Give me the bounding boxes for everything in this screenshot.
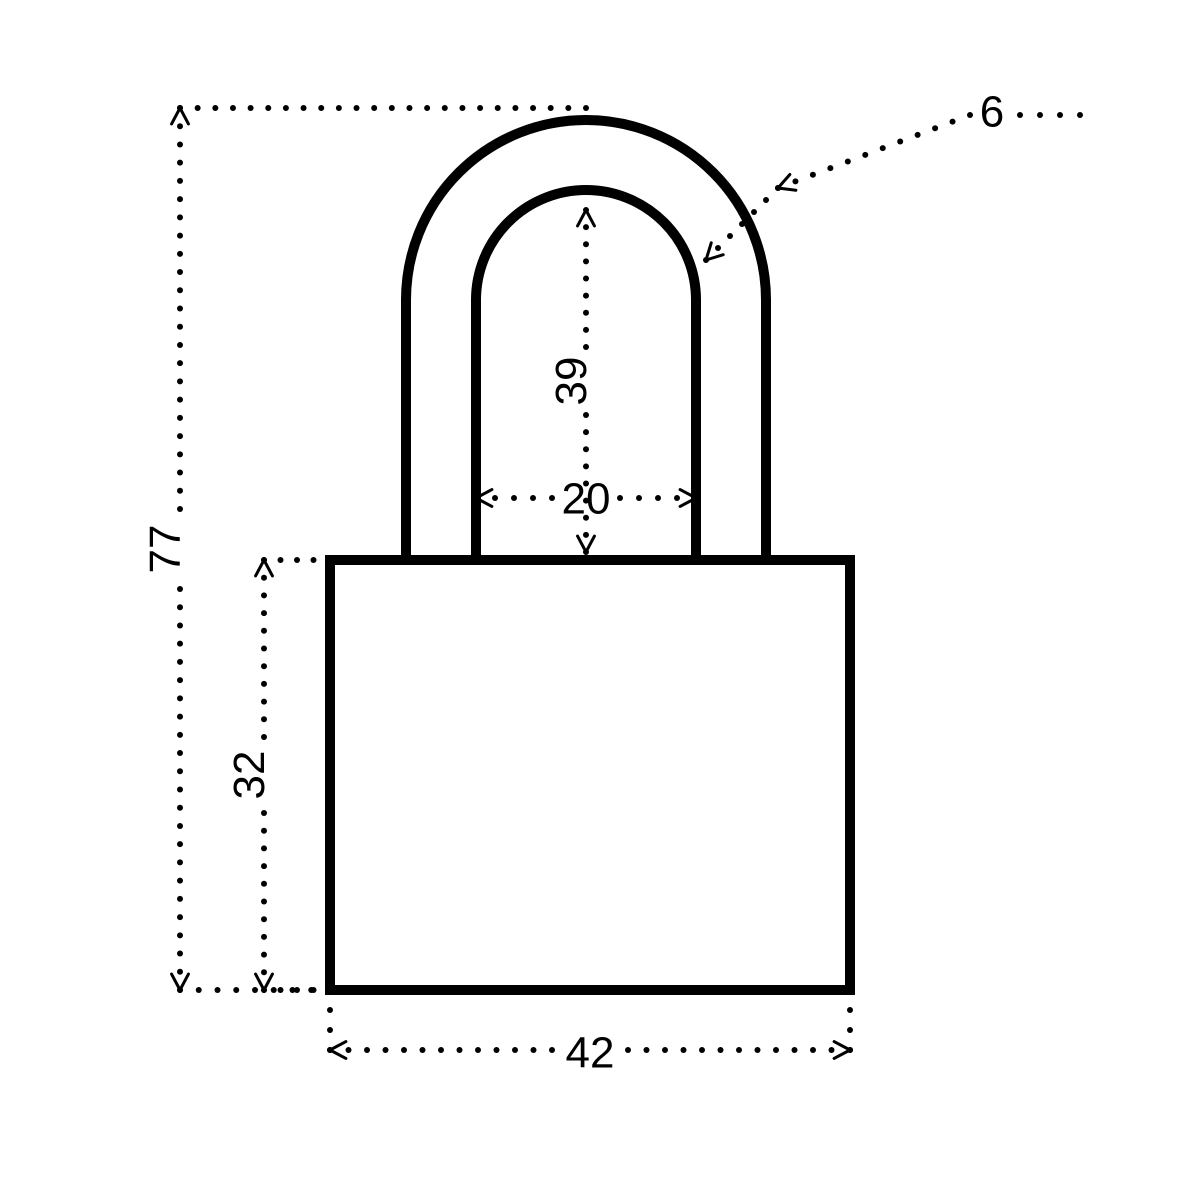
padlock-dimension-diagram: 77324220396 — [0, 0, 1200, 1200]
padlock-body-outline — [330, 560, 850, 990]
dim-shackle-height: 39 — [547, 357, 596, 406]
dim-shackle-thickness: 6 — [980, 88, 1004, 137]
dim-body-height: 32 — [225, 751, 274, 800]
dim-total-height: 77 — [141, 525, 190, 574]
dim-body-width: 42 — [566, 1029, 615, 1078]
